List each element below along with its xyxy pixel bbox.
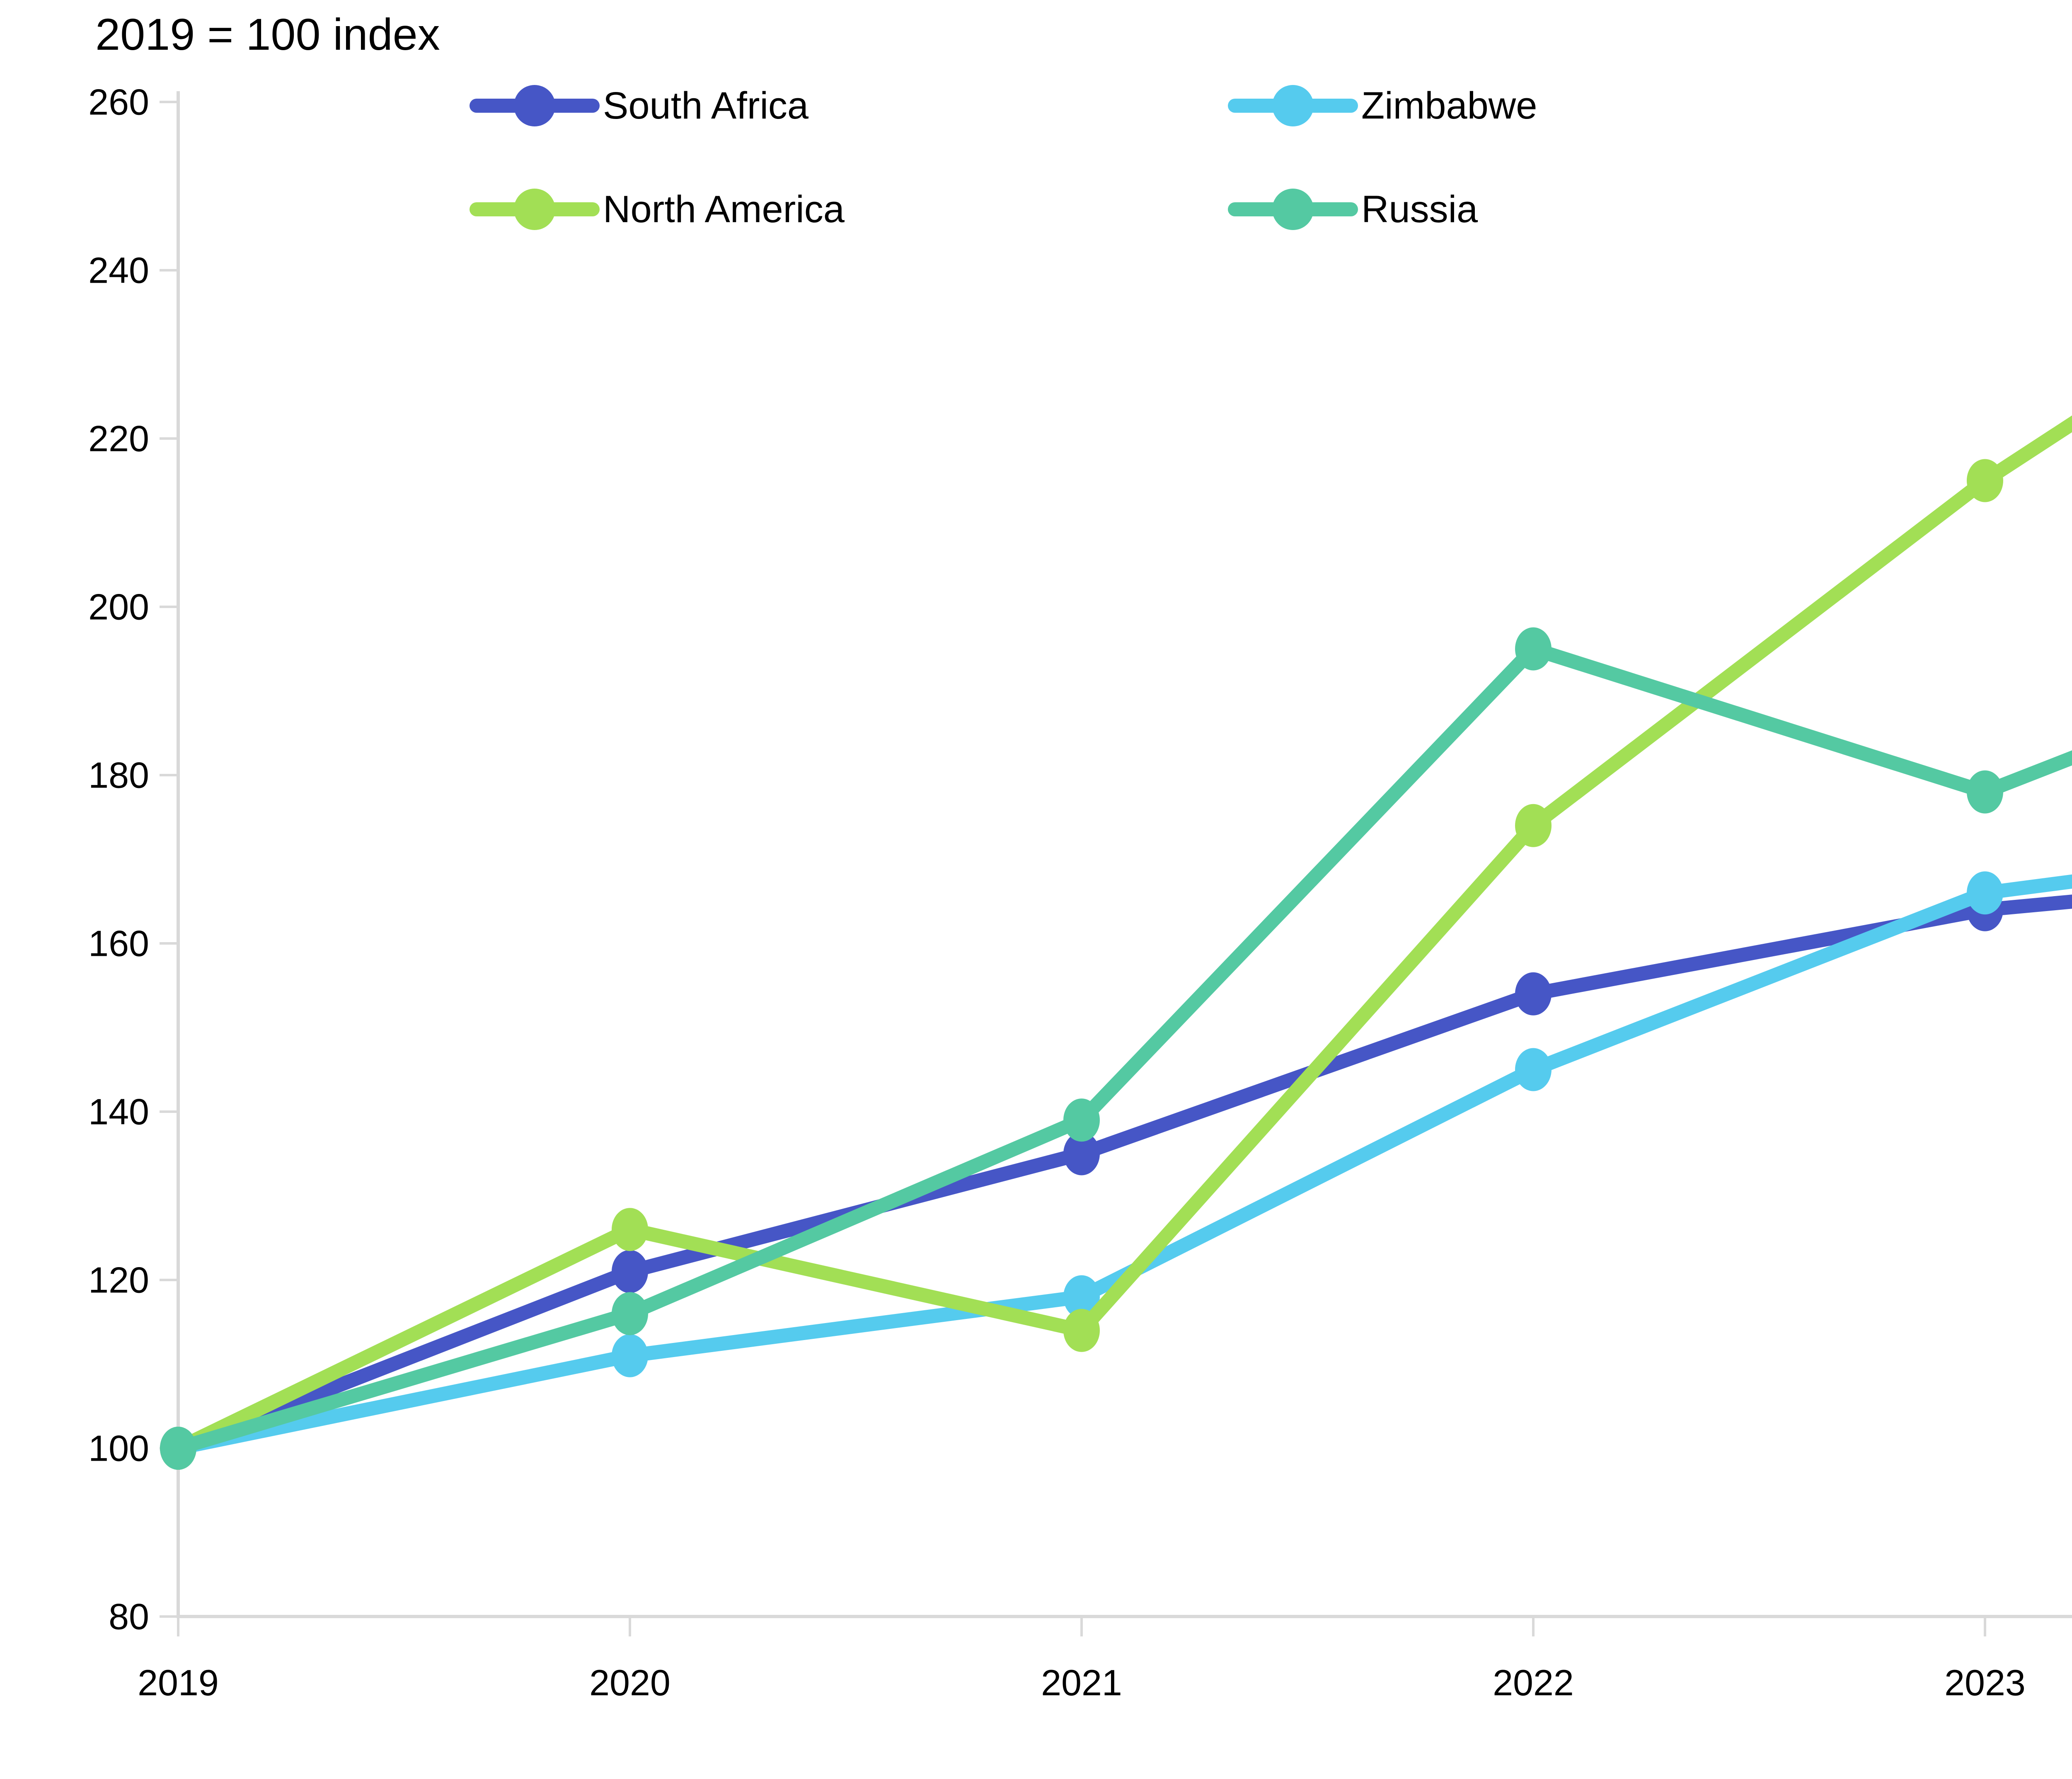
y-tick-label: 100	[88, 1428, 149, 1469]
data-point-south-africa-2021	[1063, 1132, 1100, 1175]
data-point-russia-2023	[1967, 770, 2003, 814]
legend-item-south-africa: South Africa	[470, 85, 809, 127]
legend-item-russia: Russia	[1228, 188, 1478, 230]
data-point-zimbabwe-2023	[1967, 871, 2003, 915]
y-tick-label: 140	[88, 1091, 149, 1132]
x-tick-label: 2023	[1944, 1662, 2026, 1703]
data-point-north-america-2021	[1063, 1309, 1100, 1352]
axes-group: 80 100 120 140 160 180 200 220 240 260 2019 2020 202…	[88, 82, 2072, 1703]
series-south-africa	[160, 888, 2072, 1470]
y-tick-label: 120	[88, 1260, 149, 1301]
series-line-zimbabwe	[171, 874, 2072, 1455]
x-tick-label: 2020	[589, 1662, 670, 1703]
y-tick-label: 240	[88, 250, 149, 291]
data-point-north-america-2020	[612, 1208, 648, 1251]
data-point-russia-2019	[160, 1427, 196, 1470]
series-russia	[160, 627, 2072, 1470]
legend-dot-icon	[514, 85, 555, 126]
data-point-south-africa-2020	[612, 1250, 648, 1293]
data-point-zimbabwe-2021	[1063, 1275, 1100, 1318]
legend-item-north-america: North America	[470, 188, 845, 230]
data-point-south-africa-2022	[1515, 972, 1552, 1016]
series-line-north-america	[171, 415, 2072, 1455]
y-tick-label: 200	[88, 587, 149, 628]
data-point-russia-2022	[1515, 627, 1552, 671]
legend-label: South Africa	[603, 85, 809, 127]
data-point-north-america-2022	[1515, 804, 1552, 847]
data-point-north-america-2023	[1967, 459, 2003, 502]
y-tick-label: 260	[88, 82, 149, 123]
legend-dot-icon	[1272, 85, 1314, 126]
data-point-russia-2020	[612, 1292, 648, 1335]
legend-label: Zimbabwe	[1361, 85, 1537, 127]
legend-label: Russia	[1361, 188, 1478, 230]
y-tick-label: 80	[109, 1596, 149, 1637]
x-tick-label: 2021	[1041, 1662, 1122, 1703]
y-tick-label: 160	[88, 923, 149, 964]
data-point-zimbabwe-2022	[1515, 1048, 1552, 1091]
series-line-russia	[171, 642, 2072, 1455]
data-point-russia-2021	[1063, 1098, 1100, 1142]
data-point-zimbabwe-2020	[612, 1334, 648, 1377]
legend-label: North America	[603, 188, 845, 230]
chart-title: 2019 = 100 index	[95, 9, 440, 59]
legend-item-zimbabwe: Zimbabwe	[1228, 85, 1537, 127]
y-tick-label: 220	[88, 418, 149, 459]
legend-dot-icon	[514, 189, 555, 230]
series-group	[160, 415, 2072, 1470]
x-tick-label: 2019	[138, 1662, 219, 1703]
y-tick-label: 180	[88, 755, 149, 796]
legend-group: South Africa Zimbabwe North America Russia	[470, 85, 1537, 230]
x-tick-label: 2022	[1493, 1662, 1574, 1703]
legend-dot-icon	[1272, 189, 1314, 230]
